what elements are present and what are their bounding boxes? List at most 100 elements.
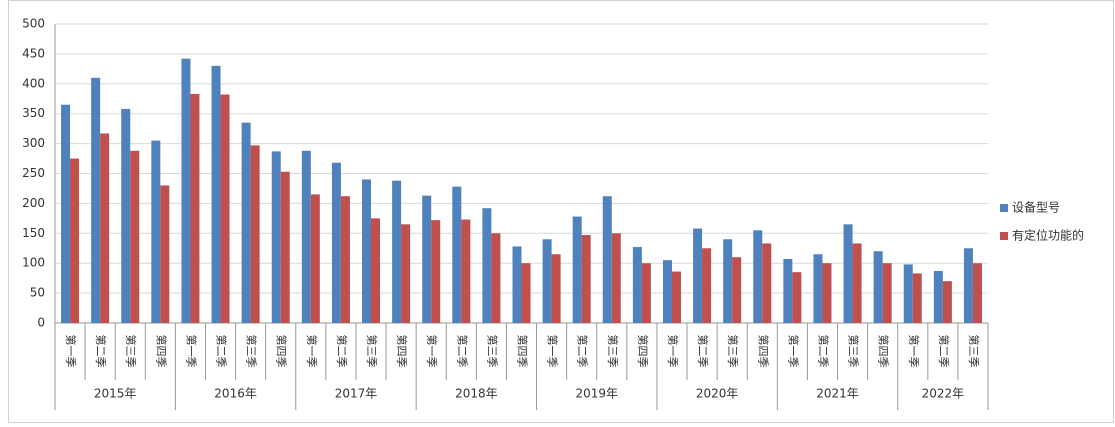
bar: [882, 263, 892, 323]
bar: [662, 260, 672, 323]
bar: [641, 263, 651, 323]
legend-label: 有定位功能的: [1012, 228, 1084, 243]
bar: [250, 145, 260, 323]
bar: [783, 259, 793, 323]
bar: [70, 158, 80, 323]
group-label: 2017年: [335, 387, 378, 401]
bar: [100, 133, 110, 323]
x-tick-label: 第四季: [636, 335, 650, 368]
bar: [401, 224, 411, 323]
bar: [762, 243, 772, 323]
x-tick-label: 第三季: [726, 335, 740, 368]
y-tick-label: 200: [22, 196, 45, 210]
x-tick-label: 第二季: [937, 335, 951, 368]
x-tick-label: 第三季: [245, 335, 259, 368]
bar: [452, 186, 462, 323]
bar: [702, 248, 712, 323]
bar: [933, 270, 943, 323]
bar: [843, 224, 853, 323]
x-tick-label: 第一季: [546, 335, 560, 368]
x-tick-label: 第一季: [184, 335, 198, 368]
x-tick-label: 第二季: [696, 335, 710, 368]
bar: [542, 239, 552, 323]
x-tick-label: 第三季: [485, 335, 499, 368]
x-tick-label: 第三季: [606, 335, 620, 368]
x-tick-label: 第一季: [907, 335, 921, 368]
x-tick-label: 第四季: [275, 335, 289, 368]
y-tick-label: 450: [22, 46, 45, 60]
bar: [301, 150, 311, 323]
x-tick-label: 第一季: [64, 335, 78, 368]
bar: [942, 281, 952, 323]
x-tick-label: 第二季: [215, 335, 229, 368]
bar: [211, 65, 221, 324]
x-tick-label: 第一季: [305, 335, 319, 368]
y-tick-label: 150: [22, 226, 45, 240]
bar: [512, 246, 522, 323]
x-tick-label: 第四季: [154, 335, 168, 368]
bar: [572, 216, 582, 323]
y-tick-label: 350: [22, 106, 45, 120]
bar: [371, 218, 381, 323]
y-tick-label: 300: [22, 136, 45, 150]
x-tick-label: 第二季: [455, 335, 469, 368]
bar: [331, 162, 341, 323]
x-tick-label: 第一季: [786, 335, 800, 368]
bar: [241, 122, 251, 323]
bar: [482, 208, 492, 323]
bar: [611, 233, 621, 323]
bar: [912, 273, 922, 323]
bar: [392, 180, 402, 323]
y-tick-label: 250: [22, 166, 45, 180]
group-label: 2015年: [94, 387, 137, 401]
bar: [280, 171, 290, 323]
x-tick-label: 第四季: [516, 335, 530, 368]
bar: [220, 94, 230, 324]
bar: [521, 263, 531, 323]
bar: [581, 235, 591, 323]
legend-label: 设备型号: [1012, 201, 1060, 215]
bar: [130, 150, 140, 323]
x-tick-label: 第一季: [425, 335, 439, 368]
bar: [972, 263, 982, 323]
bar: [723, 239, 733, 323]
bar: [431, 220, 441, 323]
bar: [310, 194, 320, 323]
bar: [753, 230, 763, 323]
x-tick-label: 第一季: [666, 335, 680, 368]
legend-swatch: [1000, 232, 1008, 240]
bar: [632, 247, 642, 323]
y-tick-label: 100: [22, 256, 45, 270]
bar: [340, 196, 350, 323]
bar: [190, 93, 200, 323]
bar: [852, 243, 862, 323]
group-label: 2022年: [922, 387, 965, 401]
x-tick-label: 第三季: [967, 335, 981, 368]
bar: [873, 251, 883, 323]
x-tick-label: 第二季: [94, 335, 108, 368]
bar: [362, 179, 372, 323]
y-tick-label: 400: [22, 76, 45, 90]
group-label: 2018年: [455, 387, 498, 401]
x-tick-label: 第四季: [395, 335, 409, 368]
y-tick-label: 50: [30, 286, 45, 300]
bar: [792, 272, 802, 323]
x-tick-label: 第四季: [877, 335, 891, 368]
x-tick-label: 第二季: [335, 335, 349, 368]
y-tick-label: 500: [22, 17, 45, 31]
bar: [813, 254, 823, 323]
bar: [693, 228, 703, 323]
bar: [271, 151, 281, 323]
bar: [602, 196, 612, 323]
bar: [903, 264, 913, 323]
group-label: 2020年: [696, 387, 739, 401]
bar: [91, 77, 101, 323]
x-tick-label: 第四季: [756, 335, 770, 368]
y-tick-label: 0: [37, 316, 45, 330]
bar: [422, 195, 432, 323]
legend-swatch: [1000, 204, 1008, 212]
bar: [121, 108, 131, 323]
bar: [461, 219, 471, 323]
bar: [61, 104, 71, 323]
